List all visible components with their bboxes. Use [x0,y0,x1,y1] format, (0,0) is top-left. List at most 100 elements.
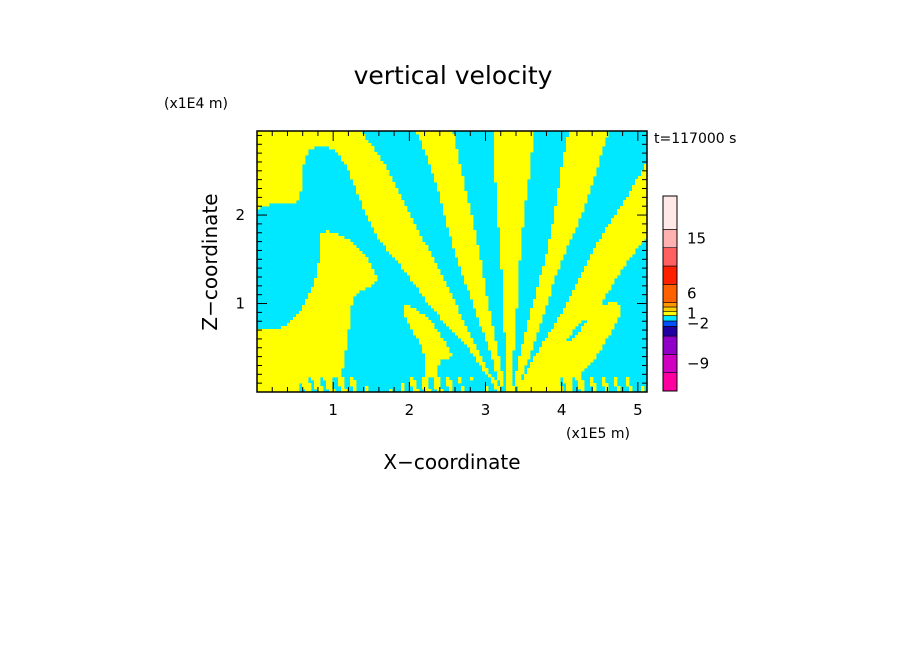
y-axis-label: Z−coordinate [198,193,222,330]
field-cell [458,263,483,267]
field-cell [584,266,624,270]
field-cell [386,248,429,252]
field-cell [629,191,647,195]
field-cell [590,377,594,381]
field-cell [449,230,477,234]
field-cell [314,383,321,387]
field-cell [437,182,465,186]
field-cell [611,218,647,222]
colorbar-frame [662,195,678,392]
field-cell [635,179,647,183]
field-cell [578,380,585,384]
field-cell [503,326,516,330]
field-cell [503,284,519,288]
field-cell [452,242,477,246]
x-tick-label: 3 [481,401,491,419]
field-cell [485,332,495,336]
field-cell [644,164,647,168]
field-cell [257,149,309,153]
field-cell [494,368,501,372]
field-cell [488,347,498,351]
field-cell [536,287,552,291]
field-cell [614,377,618,381]
field-cell [560,314,621,318]
field-cell [404,308,417,312]
field-cell [317,266,372,270]
field-cell [593,251,636,255]
field-cell [389,389,393,392]
field-cell [506,359,513,363]
field-cell [257,185,303,189]
field-cell [497,371,504,375]
field-cell [356,188,399,192]
field-cell [545,257,564,261]
field-cell [464,281,486,285]
field-cell [440,317,462,321]
colorbar: 15 61−2 −9 [662,195,709,392]
field-cell [506,356,513,360]
field-cell [494,158,531,162]
field-cell [440,191,468,195]
field-cell [527,371,582,375]
field-cell [638,176,647,180]
field-cell [392,254,432,258]
field-cell [602,377,606,381]
field-cell [545,263,561,267]
colorbar-swatch [662,335,678,355]
field-cell [257,152,309,156]
field-cell [494,140,534,144]
field-cell [473,353,480,357]
field-cell [497,188,528,192]
field-cell [506,341,516,345]
field-cell [434,377,441,381]
field-cell [464,278,486,282]
field-cell [560,185,591,189]
field-cell [425,368,438,372]
field-cell [479,362,486,366]
field-cell [560,179,594,183]
colorbar-swatch [662,326,678,337]
field-cell [500,230,522,234]
field-cell [257,143,372,147]
field-cell [503,293,519,297]
field-cell [593,386,597,390]
field-cell [518,359,528,363]
field-cell [539,281,555,285]
field-cell [305,302,354,306]
field-cell [434,308,459,312]
field-cell [425,356,450,360]
field-cell [641,389,645,392]
field-cell [581,272,621,276]
field-cell [536,296,549,300]
field-cell [434,173,462,177]
field-cell [554,206,585,210]
field-cell [476,356,483,360]
field-cell [320,257,369,261]
field-cell [614,215,647,219]
field-cell [446,224,474,228]
field-cell [578,332,612,336]
field-cell [425,365,438,369]
field-cell [428,155,459,159]
field-cell [257,131,363,135]
field-cell [614,380,618,384]
field-cell [506,332,516,336]
field-cell [257,341,348,345]
field-cell [299,311,351,315]
field-cell [302,383,312,387]
field-cell [518,389,564,392]
field-cell [434,383,441,387]
field-cell [449,389,453,392]
field-cell [554,218,579,222]
field-cell [350,173,390,177]
field-cell [500,266,519,270]
field-cell [500,383,504,387]
field-cell [551,227,576,231]
field-cell [494,143,534,147]
field-cell [500,263,519,267]
field-cell [545,254,564,258]
field-cell [365,209,408,213]
field-cell [257,377,309,381]
field-cell [443,209,471,213]
field-cell [554,326,576,330]
